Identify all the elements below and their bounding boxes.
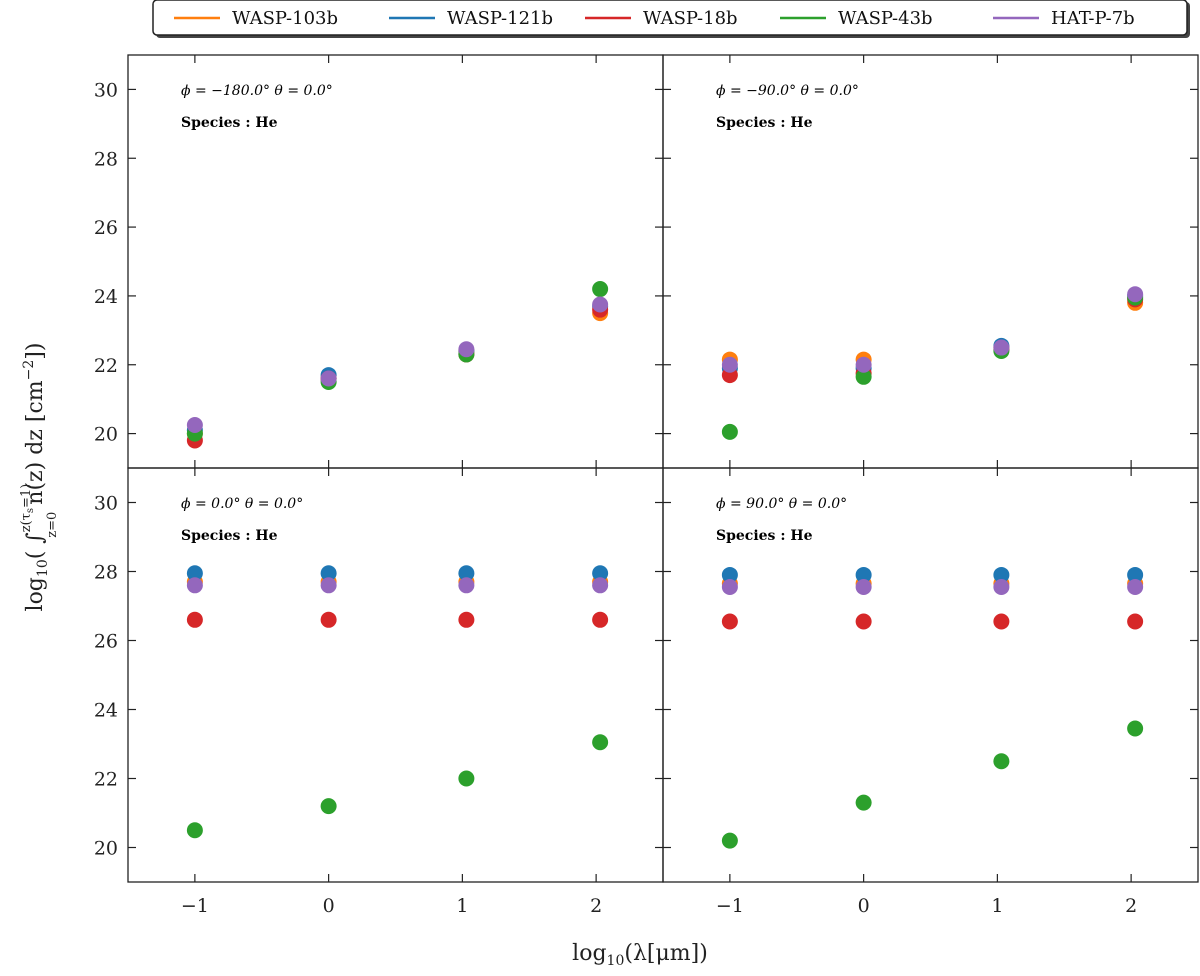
y-tick-label: 24: [94, 286, 118, 308]
data-point-wasp-43b: [1127, 720, 1144, 737]
data-point-wasp-121b: [458, 565, 475, 582]
panel-bottom-right: −1 0 1 2 ϕ = 90.0° θ = 0.0° Species : He: [662, 467, 1199, 917]
data-point-wasp-18b: [458, 611, 475, 628]
data-point-wasp-18b: [592, 611, 609, 628]
x-tick-label: 2: [590, 895, 602, 917]
data-point-wasp-43b: [721, 423, 738, 440]
x-tick-label: 1: [456, 895, 468, 917]
y-tick-label: 30: [94, 79, 118, 101]
data-point-wasp-121b: [186, 565, 203, 582]
data-point-wasp-121b: [993, 566, 1010, 583]
panel-angle-annotation: ϕ = 0.0° θ = 0.0°: [181, 496, 303, 512]
data-point-wasp-18b: [993, 613, 1010, 630]
panel-angle-annotation: ϕ = −180.0° θ = 0.0°: [181, 83, 333, 99]
data-point-wasp-43b: [721, 832, 738, 849]
legend-label-wasp-18b: WASP-18b: [643, 8, 738, 29]
data-point-hat-p-7b: [993, 339, 1010, 356]
legend-label-hat-p-7b: HAT-P-7b: [1051, 8, 1135, 29]
legend-label-wasp-103b: WASP-103b: [232, 8, 338, 29]
data-point-hat-p-7b: [1127, 286, 1144, 303]
x-tick-label: 0: [323, 895, 335, 917]
data-point-hat-p-7b: [458, 341, 475, 358]
y-tick-label: 26: [94, 217, 118, 239]
data-point-wasp-43b: [186, 822, 203, 839]
y-tick-label: 24: [94, 700, 118, 722]
data-point-hat-p-7b: [458, 577, 475, 594]
y-tick-label: 20: [94, 838, 118, 860]
data-point-hat-p-7b: [721, 579, 738, 596]
data-point-hat-p-7b: [320, 370, 337, 387]
data-point-wasp-121b: [721, 566, 738, 583]
data-point-wasp-43b: [592, 734, 609, 751]
panel-bottom-left: 20 22 24 26 28 30 −1 0 1 2 ϕ = 0.0° θ = 0.0° Specie…: [94, 467, 664, 917]
data-point-hat-p-7b: [721, 356, 738, 373]
panel-top-right: ϕ = −90.0° θ = 0.0° Species : He: [662, 54, 1199, 469]
data-point-wasp-18b: [855, 613, 872, 630]
y-tick-label: 28: [94, 562, 118, 584]
legend-label-wasp-121b: WASP-121b: [447, 8, 553, 29]
panel-species-annotation: Species : He: [181, 528, 278, 544]
y-tick-label: 20: [94, 424, 118, 446]
legend-box: [152, 0, 1188, 36]
x-tick-label: 2: [1125, 895, 1137, 917]
x-axis-label: log10(λ[μm]): [572, 941, 708, 969]
x-tick-label: 0: [858, 895, 870, 917]
panel-angle-annotation: ϕ = 90.0° θ = 0.0°: [716, 496, 847, 512]
data-point-wasp-43b: [592, 281, 609, 298]
panel-top-left: 20 22 24 26 28 30 ϕ = −180.0° θ = 0.0° Species …: [94, 54, 664, 469]
data-point-hat-p-7b: [592, 296, 609, 313]
panel-frame: [662, 467, 1199, 883]
data-point-hat-p-7b: [993, 579, 1010, 596]
y-tick-label: 22: [94, 769, 118, 791]
panel-species-annotation: Species : He: [716, 115, 813, 131]
data-point-hat-p-7b: [855, 356, 872, 373]
data-point-wasp-18b: [1127, 613, 1144, 630]
x-tick-label: 1: [991, 895, 1003, 917]
data-point-wasp-43b: [320, 798, 337, 815]
data-point-wasp-121b: [320, 565, 337, 582]
data-point-hat-p-7b: [592, 577, 609, 594]
data-point-wasp-43b: [855, 794, 872, 811]
data-point-hat-p-7b: [320, 577, 337, 594]
data-point-wasp-18b: [721, 613, 738, 630]
data-point-wasp-121b: [855, 566, 872, 583]
y-tick-label: 26: [94, 631, 118, 653]
data-point-hat-p-7b: [186, 416, 203, 433]
data-point-wasp-43b: [993, 753, 1010, 770]
y-tick-label: 22: [94, 355, 118, 377]
legend-label-wasp-43b: WASP-43b: [838, 8, 933, 29]
data-point-wasp-121b: [1127, 566, 1144, 583]
y-tick-label: 30: [94, 493, 118, 515]
data-point-wasp-43b: [855, 368, 872, 385]
data-point-wasp-43b: [458, 770, 475, 787]
x-tick-label: −1: [716, 895, 744, 917]
data-point-wasp-18b: [186, 611, 203, 628]
panel-species-annotation: Species : He: [181, 115, 278, 131]
panel-species-annotation: Species : He: [716, 528, 813, 544]
data-point-wasp-121b: [592, 565, 609, 582]
y-tick-label: 28: [94, 148, 118, 170]
data-point-hat-p-7b: [855, 579, 872, 596]
data-point-hat-p-7b: [186, 577, 203, 594]
y-axis-label: log10( ∫z(τs=1)z=0 n(z) dz [cm−2]): [19, 343, 60, 612]
data-point-hat-p-7b: [1127, 579, 1144, 596]
x-tick-label: −1: [181, 895, 209, 917]
panel-angle-annotation: ϕ = −90.0° θ = 0.0°: [716, 83, 859, 99]
legend: WASP-103b WASP-121b WASP-18b WASP-43b HAT-P-…: [152, 0, 1190, 38]
data-point-wasp-18b: [320, 611, 337, 628]
